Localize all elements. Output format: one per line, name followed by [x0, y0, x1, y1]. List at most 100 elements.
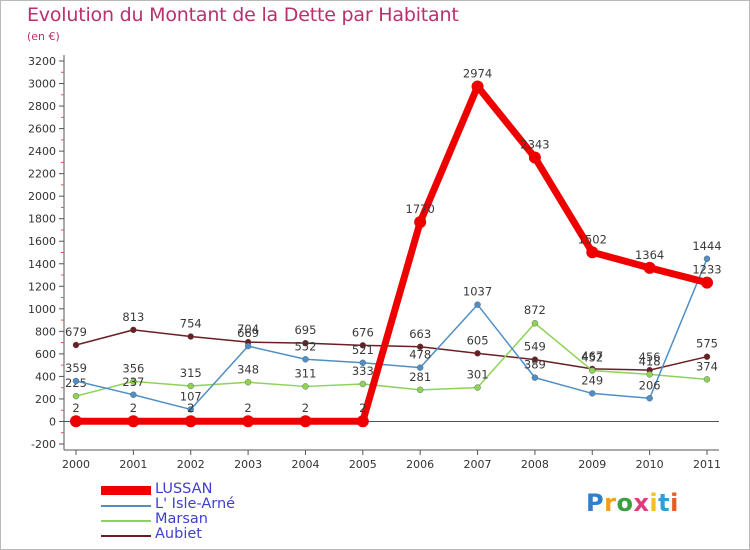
- y-tick-label: 2200: [28, 168, 56, 181]
- data-point-l-isle-arn: [646, 395, 653, 402]
- data-label-lussan: 1233: [692, 263, 721, 277]
- data-point-aubiet: [302, 339, 309, 347]
- x-tick-label: 2007: [464, 458, 492, 471]
- legend-label-marsan: Marsan: [155, 511, 208, 527]
- data-point-marsan: [703, 376, 711, 383]
- data-point-lussan: [299, 415, 312, 428]
- legend-swatch-marsan: [101, 520, 151, 522]
- data-point-aubiet: [474, 350, 481, 357]
- data-point-marsan: [302, 383, 309, 390]
- data-label-marsan: 452: [581, 351, 603, 365]
- y-tick-label: 1800: [28, 213, 56, 226]
- data-label-l-isle-arn: 521: [352, 343, 374, 357]
- data-point-marsan: [531, 320, 539, 327]
- data-point-marsan: [244, 379, 252, 386]
- legend-label-lussan: LUSSAN: [155, 481, 213, 497]
- data-label-lussan: 1364: [635, 248, 664, 262]
- data-point-marsan: [646, 371, 653, 378]
- data-point-l-isle-arn: [72, 377, 80, 385]
- data-point-l-isle-arn: [359, 359, 367, 366]
- data-point-marsan: [416, 386, 424, 394]
- data-point-marsan: [187, 382, 194, 390]
- data-point-marsan: [359, 380, 367, 388]
- data-point-aubiet: [703, 353, 711, 360]
- data-label-aubiet: 754: [180, 317, 202, 331]
- y-tick-label: 3000: [28, 78, 56, 91]
- y-tick-label: -200: [31, 438, 56, 451]
- data-label-aubiet: 575: [696, 337, 718, 351]
- y-tick-label: 1200: [28, 280, 56, 293]
- y-tick-label: 2400: [28, 145, 56, 158]
- data-label-aubiet: 605: [467, 333, 489, 347]
- y-tick-label: 1600: [28, 235, 56, 248]
- data-point-l-isle-arn: [703, 255, 711, 263]
- data-label-marsan: 418: [639, 354, 661, 368]
- y-tick-label: 600: [35, 348, 56, 361]
- series-aubiet: 679 813 754 704 695 676 663 605 549 467 456 575: [65, 310, 718, 374]
- data-point-lussan: [471, 80, 484, 93]
- data-label-aubiet: 695: [294, 323, 316, 337]
- y-tick-label: 0: [49, 415, 56, 428]
- data-point-lussan: [586, 246, 599, 259]
- legend: LUSSAN L' Isle-Arné Marsan Aubiet: [101, 481, 301, 544]
- y-tick-label: 1000: [28, 303, 56, 316]
- data-label-marsan: 348: [237, 362, 259, 376]
- data-point-aubiet: [130, 326, 137, 334]
- data-label-l-isle-arn: 478: [409, 348, 431, 362]
- data-label-l-isle-arn: 389: [524, 358, 546, 372]
- series-line-l-isle-arn: [75, 258, 708, 411]
- data-point-l-isle-arn: [416, 364, 424, 371]
- plot-area: 6798137547046956766636055494674565752253…: [65, 66, 722, 428]
- data-label-l-isle-arn: 1444: [692, 239, 721, 253]
- legend-swatch-aubiet: [101, 535, 151, 537]
- data-point-lussan: [242, 415, 255, 428]
- data-label-marsan: 311: [294, 366, 316, 380]
- data-point-aubiet: [359, 342, 367, 349]
- data-label-lussan: 2: [187, 401, 194, 415]
- data-label-aubiet: 549: [524, 340, 546, 354]
- data-point-lussan: [70, 415, 82, 428]
- data-point-l-isle-arn: [531, 374, 539, 381]
- data-point-aubiet: [72, 341, 80, 349]
- data-label-lussan: 1770: [406, 202, 435, 216]
- y-tick-label: 2600: [28, 123, 56, 136]
- data-label-l-isle-arn: 107: [180, 389, 202, 403]
- x-tick-label: 2001: [119, 458, 147, 471]
- data-point-marsan: [72, 392, 80, 400]
- x-tick-label: 2003: [234, 458, 262, 471]
- series-marsan: 225356315348311333281301872452418374: [65, 303, 718, 400]
- data-label-aubiet: 467: [581, 349, 603, 363]
- legend-item-isle-arne: L' Isle-Arné: [101, 496, 301, 514]
- x-tick-label: 2004: [291, 458, 319, 471]
- x-tick-label: 2005: [349, 458, 377, 471]
- y-tick-label: 200: [35, 393, 56, 406]
- data-point-aubiet: [416, 343, 424, 350]
- data-label-l-isle-arn: 1037: [463, 285, 492, 299]
- data-label-marsan: 374: [696, 359, 718, 373]
- data-label-aubiet: 663: [409, 327, 431, 341]
- data-point-lussan: [184, 415, 197, 428]
- logo-letter: i: [649, 489, 659, 517]
- x-tick-label: 2011: [693, 458, 721, 471]
- data-point-marsan: [474, 384, 481, 391]
- logo-letter: i: [670, 489, 679, 517]
- legend-label-isle-arne: L' Isle-Arné: [155, 496, 236, 512]
- chart-subtitle: (en €): [27, 30, 60, 43]
- data-point-l-isle-arn: [244, 342, 252, 350]
- data-label-l-isle-arn: 669: [237, 326, 259, 340]
- data-point-marsan: [130, 378, 137, 385]
- legend-swatch-isle-arne: [101, 505, 151, 507]
- data-point-l-isle-arn: [589, 390, 596, 397]
- data-label-lussan: 2: [244, 401, 251, 415]
- data-label-lussan: 2: [130, 401, 137, 415]
- data-label-aubiet: 456: [639, 350, 661, 364]
- series-lussan: 2 2 2 2 2 2 1770 2974 2343 1502 1364 1233: [70, 66, 722, 428]
- logo-letter: x: [633, 489, 650, 517]
- y-tick-label: 400: [35, 370, 56, 383]
- data-label-marsan: 315: [180, 366, 202, 380]
- data-label-marsan: 356: [122, 361, 144, 375]
- data-point-lussan: [414, 216, 427, 229]
- data-point-l-isle-arn: [302, 356, 309, 363]
- x-tick-label: 2009: [578, 458, 606, 471]
